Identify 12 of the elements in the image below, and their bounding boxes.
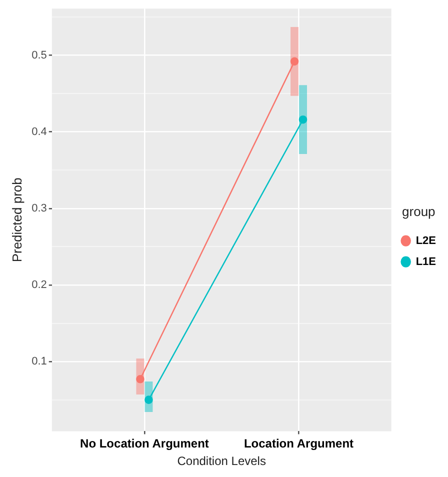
y-tick-label: 0.3 (32, 202, 47, 214)
x-axis-title: Condition Levels (177, 454, 266, 468)
x-tick-label: Location Argument (244, 436, 354, 451)
legend-label: L2E (416, 234, 436, 247)
y-tick-label: 0.4 (32, 126, 47, 138)
x-tick-label: No Location Argument (80, 436, 209, 451)
legend-label: L1E (416, 256, 436, 268)
legend-title: group (402, 204, 436, 219)
y-tick-label: 0.1 (32, 356, 47, 368)
y-tick-label: 0.5 (32, 49, 47, 62)
y-tick-label: 0.2 (32, 279, 47, 292)
y-axis-title: Predicted prob (9, 178, 24, 262)
